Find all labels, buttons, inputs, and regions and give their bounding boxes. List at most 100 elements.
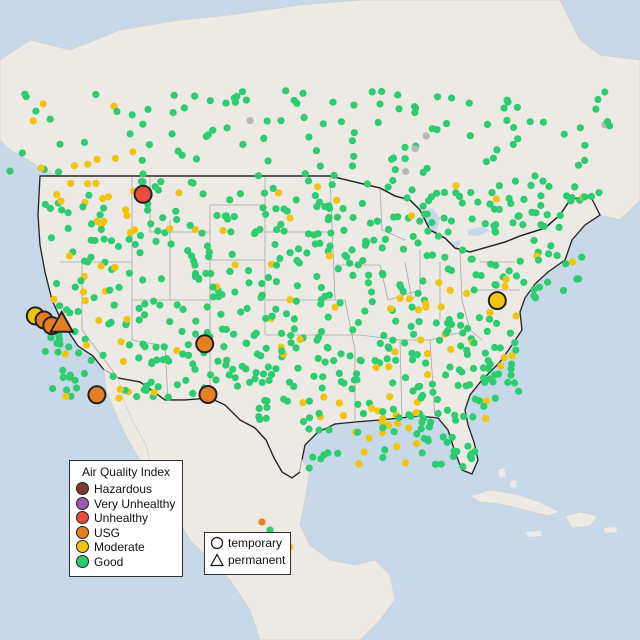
monitor-dot bbox=[359, 410, 367, 418]
monitor-dot bbox=[349, 213, 357, 222]
monitor-dot bbox=[272, 261, 281, 269]
monitor-dot bbox=[272, 205, 280, 213]
monitor-dot bbox=[381, 235, 389, 243]
triangle-icon bbox=[210, 553, 224, 567]
monitor-dot bbox=[469, 413, 477, 421]
monitor-dot bbox=[363, 180, 371, 188]
monitor-dot bbox=[219, 227, 227, 235]
monitor-dot bbox=[264, 273, 273, 282]
monitor-dot bbox=[534, 256, 543, 264]
monitor-dot bbox=[603, 118, 612, 126]
monitor-dot bbox=[178, 327, 186, 335]
monitor-dot bbox=[272, 278, 280, 286]
monitor-dot bbox=[198, 229, 206, 237]
monitor-dot bbox=[408, 356, 417, 364]
monitor-dot bbox=[470, 339, 478, 347]
monitor-dot bbox=[384, 421, 393, 429]
monitor-dot bbox=[82, 341, 91, 349]
monitor-dot bbox=[175, 189, 183, 197]
monitor-dot bbox=[374, 118, 382, 126]
monitor-dot bbox=[422, 359, 430, 367]
monitor-dot bbox=[487, 260, 495, 268]
highlighted-monitors bbox=[25, 184, 507, 405]
monitor-dot bbox=[325, 291, 334, 299]
monitor-dot bbox=[161, 229, 169, 237]
monitor-dot bbox=[587, 192, 596, 201]
legend-item: Unhealthy bbox=[70, 511, 182, 526]
monitor-dot bbox=[301, 170, 309, 178]
monitor-dot bbox=[350, 129, 358, 137]
monitor-dot bbox=[432, 319, 440, 327]
monitor-dot bbox=[356, 356, 364, 364]
monitor-dot bbox=[560, 130, 568, 138]
monitor-dot bbox=[460, 412, 468, 420]
monitor-dot bbox=[433, 93, 442, 101]
monitor-dot bbox=[75, 349, 83, 357]
monitor-dot bbox=[295, 259, 303, 267]
monitor-dot bbox=[264, 363, 272, 371]
monitor-dot bbox=[174, 147, 182, 155]
monitor-dot bbox=[492, 195, 500, 203]
monitor-dot bbox=[115, 283, 123, 291]
monitor-dot bbox=[576, 124, 584, 132]
monitor-dot bbox=[389, 405, 397, 413]
monitor-dot bbox=[325, 426, 333, 434]
monitor-dot bbox=[383, 355, 391, 363]
monitor-dot bbox=[139, 276, 147, 284]
monitor-dot bbox=[389, 176, 397, 185]
monitor-dot bbox=[150, 388, 158, 396]
monitor-dot bbox=[468, 215, 476, 223]
monitor-dot bbox=[71, 376, 79, 384]
monitor-dot bbox=[46, 204, 55, 212]
monitor-dot bbox=[482, 415, 490, 423]
monitor-dot bbox=[414, 239, 422, 247]
monitor-dot bbox=[231, 288, 239, 296]
monitor-dot bbox=[170, 91, 178, 99]
monitor-dot bbox=[87, 220, 96, 228]
legend-item-label: Unhealthy bbox=[94, 511, 149, 525]
monitor-dot bbox=[97, 262, 105, 270]
jamaica bbox=[526, 531, 542, 537]
monitor-dot bbox=[419, 202, 427, 210]
monitor-dot bbox=[49, 385, 57, 393]
monitor-dot bbox=[359, 257, 367, 265]
monitor-dot bbox=[272, 305, 280, 313]
monitor-dot bbox=[512, 272, 521, 280]
monitor-dot bbox=[509, 140, 517, 149]
monitor-permanent-usg bbox=[49, 309, 75, 333]
monitor-dot bbox=[349, 326, 357, 334]
monitor-dot bbox=[313, 183, 322, 191]
monitor-dot bbox=[304, 177, 313, 185]
monitor-dot bbox=[512, 346, 520, 354]
monitor-dot bbox=[385, 363, 393, 371]
monitor-dot bbox=[254, 172, 262, 180]
monitor-dot bbox=[92, 179, 100, 187]
monitor-dot bbox=[330, 171, 338, 179]
monitor-dot bbox=[408, 212, 416, 220]
legend-item: USG bbox=[70, 525, 182, 541]
monitor-dot bbox=[61, 350, 69, 358]
monitor-dot bbox=[136, 232, 145, 240]
monitor-dot bbox=[245, 279, 253, 287]
monitor-dot bbox=[84, 180, 92, 188]
monitor-dot bbox=[131, 226, 139, 234]
monitor-dot bbox=[379, 424, 387, 432]
monitor-dot bbox=[450, 447, 458, 455]
monitor-dot bbox=[269, 184, 277, 192]
monitor-dot bbox=[64, 209, 72, 217]
monitor-dot bbox=[195, 274, 203, 282]
monitor-dot bbox=[329, 98, 337, 106]
monitor-dot bbox=[402, 459, 410, 467]
monitor-dot bbox=[381, 446, 389, 454]
cuba bbox=[469, 489, 562, 517]
legend-item-label: Moderate bbox=[94, 540, 145, 554]
monitor-dot bbox=[273, 226, 281, 234]
monitor-dot bbox=[18, 149, 26, 157]
monitor-dot bbox=[135, 304, 143, 312]
monitor-dot bbox=[531, 294, 540, 302]
monitor-dot bbox=[408, 303, 416, 311]
monitor-dot bbox=[428, 380, 436, 388]
monitor-dot bbox=[330, 357, 338, 365]
monitor-dot bbox=[129, 148, 137, 156]
monitor-dot bbox=[417, 336, 425, 344]
